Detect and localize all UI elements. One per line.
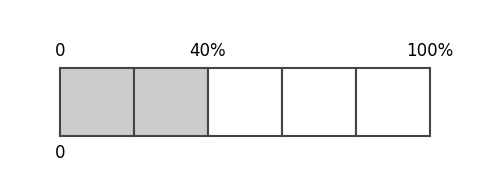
Text: 100%: 100% (406, 42, 454, 60)
Bar (60, 68, 134, 136)
Bar (208, 68, 282, 136)
Bar (134, 68, 208, 136)
Text: 0: 0 (55, 42, 65, 60)
Bar (356, 68, 430, 136)
Text: 40%: 40% (190, 42, 226, 60)
Text: 0: 0 (55, 144, 65, 162)
Bar (282, 68, 356, 136)
